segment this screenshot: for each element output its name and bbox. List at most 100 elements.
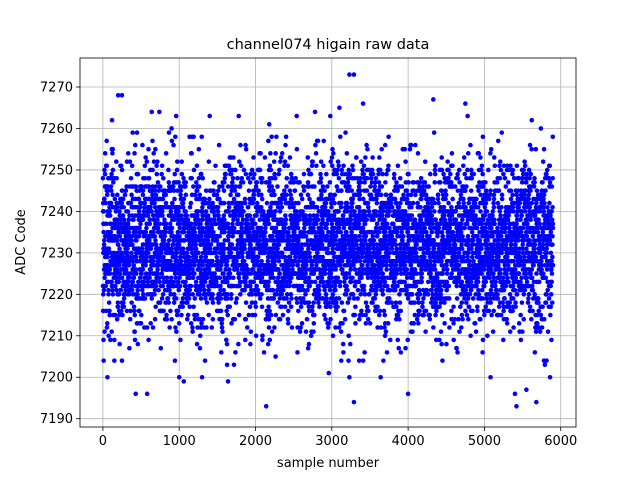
data-point xyxy=(407,146,413,152)
data-point xyxy=(167,325,172,330)
data-point xyxy=(102,171,108,177)
data-point xyxy=(272,263,277,268)
data-point xyxy=(222,180,227,185)
data-point xyxy=(387,209,392,214)
data-point xyxy=(415,151,421,156)
data-point xyxy=(322,188,327,193)
data-point xyxy=(314,163,319,169)
data-point xyxy=(311,213,316,218)
data-point xyxy=(310,200,316,206)
data-point xyxy=(417,184,422,189)
data-point xyxy=(342,238,347,243)
data-point xyxy=(333,300,339,305)
data-point xyxy=(447,242,452,247)
data-point xyxy=(346,258,352,264)
data-point xyxy=(413,250,419,256)
data-point xyxy=(405,221,410,227)
data-point xyxy=(146,146,151,152)
data-point xyxy=(167,287,172,293)
data-point xyxy=(392,238,398,243)
data-point xyxy=(150,258,156,264)
data-point xyxy=(131,263,137,268)
data-point xyxy=(148,267,154,272)
data-point xyxy=(478,242,484,247)
data-point xyxy=(446,283,452,289)
data-point xyxy=(357,192,363,198)
data-point xyxy=(368,192,374,198)
data-point xyxy=(257,167,263,173)
data-point xyxy=(193,242,198,247)
data-point xyxy=(210,296,215,301)
data-point xyxy=(355,296,360,301)
data-point xyxy=(336,175,342,181)
data-point xyxy=(392,209,398,214)
data-point xyxy=(398,271,404,276)
data-point xyxy=(218,287,223,293)
data-point xyxy=(369,167,375,173)
data-point xyxy=(466,283,472,289)
data-point xyxy=(213,250,219,256)
data-point xyxy=(311,321,317,326)
data-point xyxy=(245,221,251,227)
data-point xyxy=(152,200,157,206)
data-point xyxy=(399,184,405,189)
data-point xyxy=(218,283,223,289)
data-point xyxy=(470,238,476,243)
data-point xyxy=(303,329,309,334)
data-point xyxy=(179,312,184,318)
data-point xyxy=(242,200,248,206)
data-point xyxy=(276,267,281,272)
data-point xyxy=(108,200,114,206)
data-point xyxy=(106,246,112,252)
data-point xyxy=(225,221,231,227)
data-point xyxy=(406,180,411,185)
data-point xyxy=(250,217,256,222)
data-point xyxy=(135,292,140,297)
data-point xyxy=(397,267,403,272)
data-point xyxy=(426,204,431,210)
data-point xyxy=(396,209,401,214)
data-point xyxy=(148,246,154,252)
data-point xyxy=(172,271,178,276)
data-point xyxy=(362,229,367,235)
data-point xyxy=(239,221,245,227)
data-point xyxy=(412,300,417,305)
data-point xyxy=(456,263,462,268)
data-point xyxy=(398,308,404,314)
data-point xyxy=(318,171,323,177)
data-point xyxy=(470,308,475,314)
data-point xyxy=(349,204,355,210)
data-point xyxy=(266,325,272,330)
data-point xyxy=(336,325,342,330)
data-point xyxy=(421,296,426,301)
data-point xyxy=(367,250,373,256)
data-point xyxy=(130,279,136,285)
data-point xyxy=(240,180,246,185)
data-point xyxy=(461,254,466,260)
data-point xyxy=(377,155,382,160)
data-point xyxy=(475,204,481,210)
data-point xyxy=(311,225,316,231)
data-point xyxy=(108,184,114,189)
data-point xyxy=(228,246,234,252)
data-point xyxy=(276,258,282,264)
data-point xyxy=(307,254,313,260)
data-point xyxy=(116,242,121,247)
data-point xyxy=(157,184,163,189)
data-point xyxy=(333,308,339,314)
data-point xyxy=(203,209,209,214)
data-point xyxy=(193,279,199,285)
data-point xyxy=(466,250,471,256)
data-point xyxy=(229,321,234,326)
data-point xyxy=(384,263,389,268)
data-point xyxy=(228,192,233,198)
data-point xyxy=(330,146,335,152)
data-point xyxy=(377,217,382,222)
data-point xyxy=(345,209,351,214)
data-point xyxy=(155,217,160,222)
data-point xyxy=(424,229,429,235)
data-point xyxy=(371,217,376,222)
data-point xyxy=(312,279,318,285)
data-point xyxy=(272,325,277,330)
data-point xyxy=(462,188,468,193)
